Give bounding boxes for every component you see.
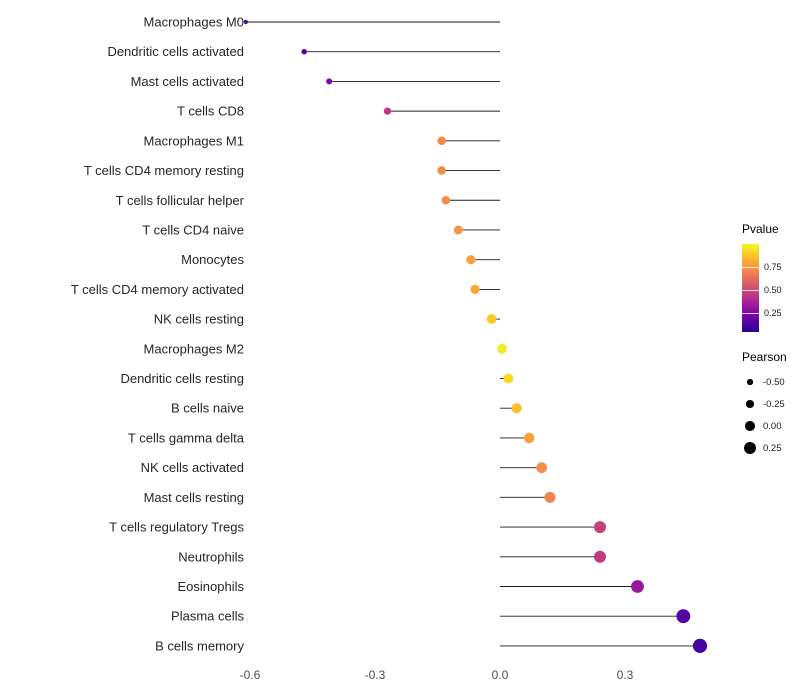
pearson-tick-label: -0.50 (763, 376, 785, 388)
category-label: Macrophages M2 (144, 341, 244, 356)
data-point (497, 343, 508, 354)
pearson-tick-label: 0.25 (763, 442, 782, 454)
pvalue-tick-label: 0.75 (764, 261, 782, 272)
pearson-size-item: 0.00 (742, 415, 800, 437)
data-point (466, 255, 476, 265)
pearson-tick-label: -0.25 (763, 398, 785, 410)
data-point (453, 225, 463, 235)
category-label: Eosinophils (178, 579, 245, 594)
category-label: T cells CD4 memory resting (84, 163, 244, 178)
pearson-size-item: -0.25 (742, 393, 800, 415)
category-label: Mast cells resting (144, 490, 244, 505)
pvalue-legend-title: Pvalue (742, 222, 779, 236)
data-point (441, 195, 451, 205)
data-point (631, 580, 644, 593)
data-point (593, 521, 607, 534)
pearson-tick-label: 0.00 (763, 420, 782, 432)
data-point (470, 284, 480, 295)
pearson-size-dot (746, 400, 754, 408)
x-tick-label: 0.3 (617, 668, 634, 682)
data-point (243, 19, 248, 25)
pvalue-tick-mark (742, 266, 759, 268)
category-label: Neutrophils (178, 549, 244, 564)
data-point (523, 432, 535, 444)
x-tick-label: -0.3 (365, 668, 386, 682)
category-label: T cells gamma delta (128, 430, 245, 445)
category-label: NK cells resting (154, 312, 244, 327)
category-label: Macrophages M0 (144, 15, 244, 30)
data-point (301, 48, 307, 55)
category-label: Dendritic cells activated (107, 44, 244, 59)
category-label: B cells naive (171, 401, 244, 416)
pearson-size-item: -0.50 (742, 371, 800, 393)
data-point (503, 373, 514, 384)
data-point (326, 78, 333, 85)
data-point (437, 166, 446, 175)
data-point (692, 638, 708, 654)
pearson-legend: Pearson -0.50 -0.25 0.00 0.25 (742, 350, 800, 459)
pearson-size-items: -0.50 -0.25 0.00 0.25 (742, 371, 800, 459)
x-tick-label: -0.6 (240, 668, 261, 682)
category-label: Plasma cells (171, 609, 244, 624)
category-label: B cells memory (155, 638, 244, 653)
data-point (486, 314, 497, 324)
data-point (511, 403, 522, 414)
data-point (383, 107, 392, 115)
pvalue-gradient-wrap: 0.75 0.50 0.25 (742, 244, 782, 332)
x-tick-label: 0.0 (492, 668, 509, 682)
pearson-size-item: 0.25 (742, 437, 800, 459)
data-point (437, 136, 446, 146)
pearson-legend-title: Pearson (742, 350, 787, 364)
category-label: Macrophages M1 (144, 133, 244, 148)
category-label: Dendritic cells resting (120, 371, 244, 386)
pearson-size-dot (743, 441, 757, 455)
category-label: T cells CD4 memory activated (71, 282, 244, 297)
data-point (676, 609, 691, 624)
data-point (593, 550, 607, 563)
category-label: T cells regulatory Tregs (109, 520, 244, 535)
category-label: Monocytes (181, 252, 244, 267)
pvalue-tick-label: 0.50 (764, 284, 782, 295)
pvalue-legend: Pvalue 0.75 0.50 0.25 (742, 222, 800, 332)
pearson-size-dot (745, 421, 755, 431)
pvalue-tick-label: 0.25 (764, 307, 782, 318)
data-point (536, 462, 548, 474)
category-label: T cells CD4 naive (142, 222, 244, 237)
category-label: Mast cells activated (131, 74, 244, 89)
data-point (544, 491, 556, 503)
pvalue-tick-mark (742, 289, 759, 291)
category-label: NK cells activated (141, 460, 244, 475)
category-label: T cells follicular helper (116, 193, 245, 208)
category-label: T cells CD8 (177, 104, 244, 119)
pvalue-tick-mark (742, 312, 759, 314)
pearson-size-dot (747, 379, 753, 385)
pvalue-gradient-bar (742, 244, 759, 332)
